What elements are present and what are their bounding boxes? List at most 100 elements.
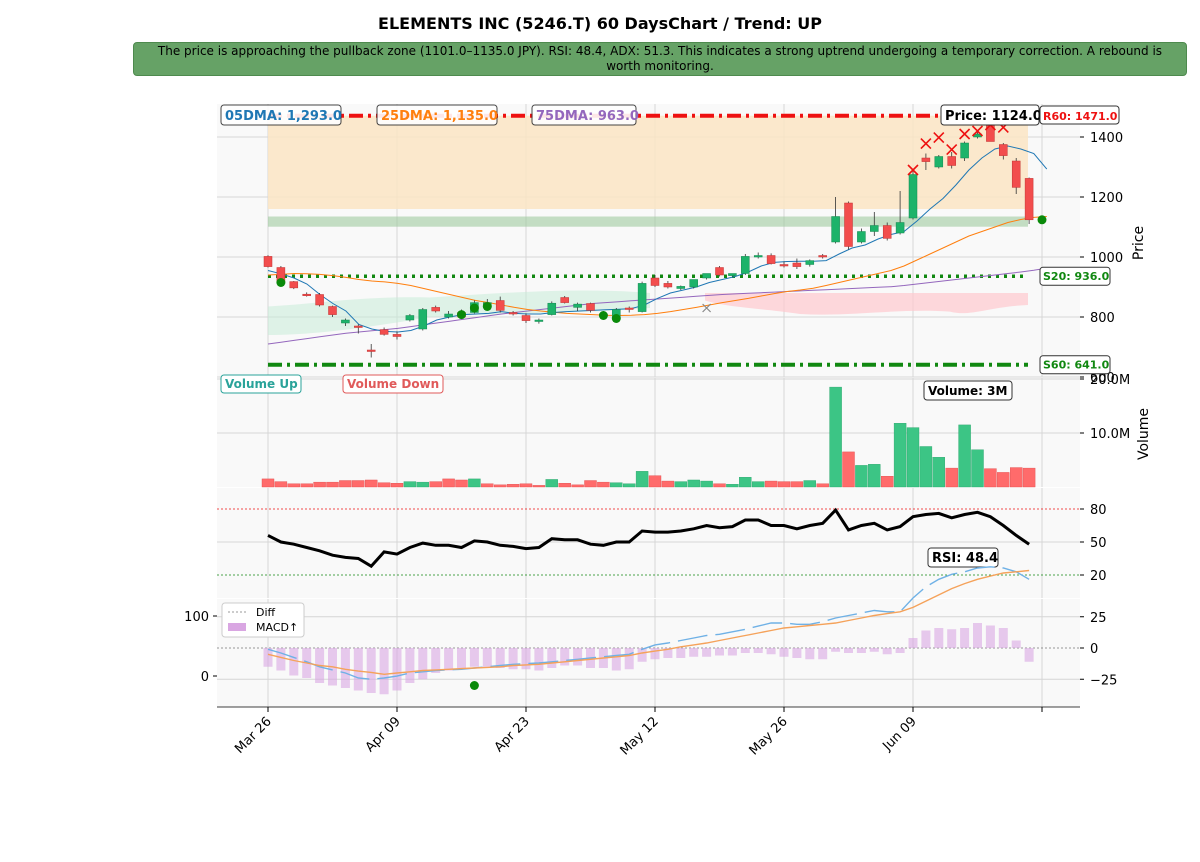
macd-histogram-bar xyxy=(521,648,531,670)
candle-body xyxy=(637,283,647,312)
volume-bar xyxy=(881,476,894,488)
candle-body xyxy=(444,313,453,318)
macd-histogram-bar xyxy=(856,648,866,653)
price-axis-label: Price xyxy=(1131,226,1147,260)
macd-right-tick-label: −25 xyxy=(1090,673,1117,688)
macd-histogram-bar xyxy=(1024,648,1034,662)
price-tick-label: 600 xyxy=(1090,371,1115,386)
chart-title: ELEMENTS INC (5246.T) 60 DaysChart / Tre… xyxy=(378,14,822,33)
candle-body xyxy=(728,273,737,276)
candle-body xyxy=(741,256,750,274)
volume-bar xyxy=(1010,467,1023,488)
candle-body xyxy=(521,315,531,321)
dma-legend-label: 75DMA: 963.0 xyxy=(536,109,639,124)
volume-bar xyxy=(971,449,984,488)
buy-signal-marker xyxy=(457,310,466,320)
candle-body xyxy=(702,273,711,279)
volume-bar xyxy=(287,483,300,488)
volume-bar xyxy=(558,483,571,488)
candle-body xyxy=(586,303,595,311)
macd-histogram-bar xyxy=(379,648,389,695)
rsi-tick-label: 50 xyxy=(1090,536,1107,551)
volume-bar xyxy=(906,427,920,488)
sell-signal-marker xyxy=(959,128,971,140)
candle-body xyxy=(495,300,505,311)
macd-histogram-bar xyxy=(908,638,918,648)
volume-bar xyxy=(790,481,804,488)
dma-legend-box xyxy=(220,104,342,126)
volume-bar xyxy=(674,481,687,488)
macd-histogram-bar xyxy=(444,648,454,671)
buy-signal-marker xyxy=(276,278,286,287)
candle-body xyxy=(908,174,918,219)
volume-axis-label: Volume xyxy=(1136,408,1152,460)
macd-histogram-bar xyxy=(844,648,853,653)
macd-histogram-bar xyxy=(1011,640,1021,648)
x-tick-label: Apr 09 xyxy=(363,714,404,755)
candle-body xyxy=(379,329,389,335)
volume-bar xyxy=(610,482,623,488)
macd-histogram-bar xyxy=(973,623,982,648)
candle-body xyxy=(753,255,763,258)
neutral-signal-marker xyxy=(702,303,712,313)
x-tick-label: May 12 xyxy=(618,714,662,758)
macd-histogram-bar xyxy=(263,648,273,667)
macd-histogram-bar xyxy=(340,648,350,688)
volume-bar xyxy=(700,480,713,488)
volume-label: Volume: 3M xyxy=(928,384,1007,398)
candle-body xyxy=(534,319,544,322)
volume-bar xyxy=(803,480,816,488)
macd-legend-hist-swatch xyxy=(228,623,246,631)
macd-histogram-bar xyxy=(818,648,828,660)
support-label-box xyxy=(1039,266,1111,286)
volume-bar xyxy=(752,481,765,488)
price-tick-label: 1400 xyxy=(1090,131,1123,146)
volume-bar xyxy=(945,467,958,488)
buy-signal-marker xyxy=(482,302,492,311)
price-label-box xyxy=(940,104,1040,126)
macd-legend-macd: MACD↑ xyxy=(256,621,298,634)
rsi-tick-label: 80 xyxy=(1090,503,1107,518)
macd-histogram-bar xyxy=(289,648,299,676)
volume-bar xyxy=(403,481,417,488)
volume-bar xyxy=(855,465,868,488)
volume-bar xyxy=(326,481,339,488)
candle-body xyxy=(289,281,299,289)
macd-histogram-bar xyxy=(573,648,583,666)
x-tick-label: Apr 23 xyxy=(492,714,533,755)
dma-legend-label: 05DMA: 1,293.0 xyxy=(225,109,342,124)
candle-body xyxy=(766,255,776,264)
volume-bar xyxy=(997,472,1010,488)
price-label: Price: 1124.0 xyxy=(945,109,1042,124)
resistance-label: R60: 1471.0 xyxy=(1043,110,1118,123)
candle-body xyxy=(663,283,673,288)
volume-bar xyxy=(777,481,791,488)
volume-bar xyxy=(352,480,365,488)
support-label: S20: 936.0 xyxy=(1043,270,1110,283)
buy-signal-marker xyxy=(1037,215,1047,225)
volume-bar xyxy=(481,483,494,488)
volume-down-legend: Volume Down xyxy=(347,377,439,391)
volume-bar xyxy=(648,475,662,488)
volume-bar xyxy=(300,483,313,488)
candle-body xyxy=(508,312,518,315)
macd-histogram-bar xyxy=(418,648,428,680)
candle-body xyxy=(1011,160,1021,188)
rsi-line xyxy=(267,507,1030,569)
macd-right-tick-label: 0 xyxy=(1090,642,1098,657)
candle-body xyxy=(844,202,853,247)
buy-signal-marker xyxy=(469,303,479,313)
volume-bar xyxy=(313,481,326,488)
macd-histogram-bar xyxy=(495,648,505,668)
candle-body xyxy=(392,334,402,337)
candle-body xyxy=(328,306,337,315)
macd-left-tick-label: 0 xyxy=(201,670,209,685)
macd-histogram-bar xyxy=(663,648,673,658)
macd-histogram-bar xyxy=(366,648,376,693)
volume-bar xyxy=(468,478,481,488)
macd-histogram-bar xyxy=(482,648,492,667)
dma25-line xyxy=(267,216,1047,317)
candle-body xyxy=(418,309,428,330)
panel-background xyxy=(217,488,1080,598)
volume-bar xyxy=(442,478,455,488)
